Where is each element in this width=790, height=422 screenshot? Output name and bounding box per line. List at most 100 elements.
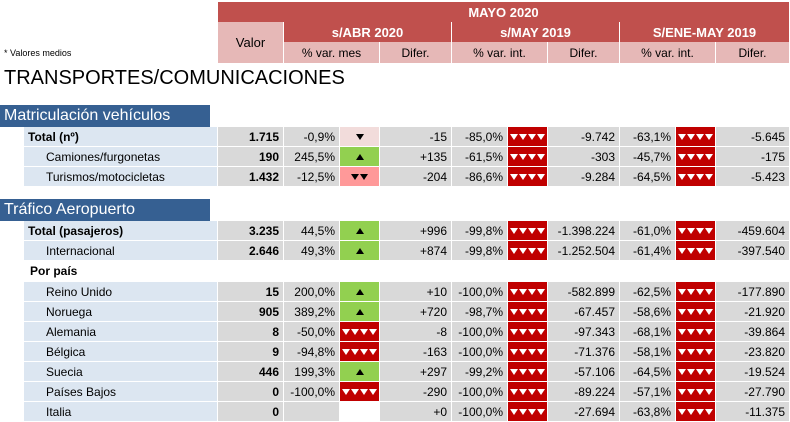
var-int-ene-may-cell: -57,1% [620, 382, 676, 402]
difer-ene-may-cell: -11.375 [716, 402, 790, 422]
difer-may-cell: -57.106 [548, 362, 620, 382]
trend-up-icon [340, 147, 380, 167]
difer-ene-may-cell: -459.604 [716, 221, 790, 241]
table-row: Alemania 8 -50,0% -8 -100,0% -97.343 -68,1% -39… [0, 322, 790, 342]
difer-may-cell: -582.899 [548, 282, 620, 302]
trend-down-strong-icon [508, 382, 548, 402]
difer-mes-cell: +10 [380, 282, 452, 302]
row-spacer [0, 382, 24, 402]
trend-down-slight-icon [340, 127, 380, 147]
var-int-may-cell: -61,5% [452, 147, 508, 167]
table-row: Turismos/motocicletas 1.432 -12,5% -204 -86,… [0, 167, 790, 187]
difer-may-cell: -67.457 [548, 302, 620, 322]
row-spacer [0, 362, 24, 382]
valor-header: Valor [218, 22, 284, 63]
var-mes-cell: -0,9% [284, 127, 340, 147]
var-mes-cell: 199,3% [284, 362, 340, 382]
row-label: Camiones/furgonetas [24, 147, 218, 167]
trend-down-strong-icon [508, 342, 548, 362]
trend-down-strong-icon [676, 382, 716, 402]
var-int-ene-may-cell: -62,5% [620, 282, 676, 302]
trend-down-strong-icon [508, 302, 548, 322]
trend-up-icon [340, 241, 380, 261]
group-header-abr-2020: s/ABR 2020 [284, 22, 452, 42]
var-int-ene-may-cell: -63,1% [620, 127, 676, 147]
difer-mes-cell: -204 [380, 167, 452, 187]
subcol-var-int-1: % var. int. [452, 42, 548, 63]
difer-may-cell: -27.694 [548, 402, 620, 422]
var-mes-cell: -94,8% [284, 342, 340, 362]
row-spacer [0, 127, 24, 147]
trend-down-strong-icon [676, 282, 716, 302]
trend-down-strong-icon [676, 322, 716, 342]
difer-mes-cell: +720 [380, 302, 452, 322]
valor-cell: 1.715 [218, 127, 284, 147]
valor-cell: 0 [218, 402, 284, 422]
trend-down-strong-icon [508, 127, 548, 147]
trend-down-strong-icon [340, 382, 380, 402]
var-mes-cell: 200,0% [284, 282, 340, 302]
var-int-ene-may-cell: -61,0% [620, 221, 676, 241]
trend-down-icon [340, 167, 380, 187]
trend-down-strong-icon [508, 322, 548, 342]
var-int-ene-may-cell: -64,5% [620, 167, 676, 187]
valor-cell: 905 [218, 302, 284, 322]
table-row: Suecia 446 199,3% +297 -99,2% -57.106 -64,5% -1… [0, 362, 790, 382]
valor-cell: 1.432 [218, 167, 284, 187]
var-int-may-cell: -86,6% [452, 167, 508, 187]
var-int-ene-may-cell: -61,4% [620, 241, 676, 261]
table-row: Noruega 905 389,2% +720 -98,7% -67.457 -58,6% -… [0, 302, 790, 322]
trend-up-icon [340, 302, 380, 322]
row-spacer [0, 302, 24, 322]
trend-down-strong-icon [676, 221, 716, 241]
table-row: Internacional 2.646 49,3% +874 -99,8% -1.252.… [0, 241, 790, 261]
row-spacer [0, 221, 24, 241]
table-row: Total (nº) 1.715 -0,9% -15 -85,0% -9.742 -63,1… [0, 127, 790, 147]
trafico-table: Total (pasajeros) 3.235 44,5% +996 -99,8% -1.… [0, 221, 790, 261]
var-int-ene-may-cell: -68,1% [620, 322, 676, 342]
var-int-ene-may-cell: -58,6% [620, 302, 676, 322]
trend-down-strong-icon [340, 342, 380, 362]
difer-mes-cell: -163 [380, 342, 452, 362]
row-label: Total (nº) [24, 127, 218, 147]
trend-down-strong-icon [508, 282, 548, 302]
row-label: Suecia [24, 362, 218, 382]
trend-down-strong-icon [676, 402, 716, 422]
trend-down-strong-icon [676, 362, 716, 382]
var-mes-cell: -50,0% [284, 322, 340, 342]
var-int-ene-may-cell: -58,1% [620, 342, 676, 362]
section-title-matriculacion: Matriculación vehículos [0, 105, 210, 127]
row-label: Países Bajos [24, 382, 218, 402]
subhead-por-pais: Por país [30, 264, 78, 278]
difer-mes-cell: +135 [380, 147, 452, 167]
var-int-may-cell: -100,0% [452, 382, 508, 402]
difer-may-cell: -97.343 [548, 322, 620, 342]
var-int-may-cell: -100,0% [452, 282, 508, 302]
difer-ene-may-cell: -27.790 [716, 382, 790, 402]
trend-down-strong-icon [676, 241, 716, 261]
var-int-ene-may-cell: -45,7% [620, 147, 676, 167]
difer-may-cell: -71.376 [548, 342, 620, 362]
difer-mes-cell: +996 [380, 221, 452, 241]
valor-cell: 9 [218, 342, 284, 362]
row-spacer [0, 167, 24, 187]
difer-mes-cell: +297 [380, 362, 452, 382]
month-header: MAYO 2020 [218, 2, 790, 22]
section-title-trafico-aeropuerto: Tráfico Aeropuerto [0, 199, 210, 221]
var-int-may-cell: -99,8% [452, 241, 508, 261]
table-row: Países Bajos 0 -100,0% -290 -100,0% -89.224 -5… [0, 382, 790, 402]
valor-cell: 190 [218, 147, 284, 167]
page-title: TRANSPORTES/COMUNICACIONES [4, 67, 345, 89]
table-row: Total (pasajeros) 3.235 44,5% +996 -99,8% -1.… [0, 221, 790, 241]
valor-cell: 2.646 [218, 241, 284, 261]
trend-down-strong-icon [508, 241, 548, 261]
trend-down-strong-icon [676, 302, 716, 322]
difer-mes-cell: -290 [380, 382, 452, 402]
valor-cell: 446 [218, 362, 284, 382]
difer-mes-cell: -15 [380, 127, 452, 147]
var-int-may-cell: -98,7% [452, 302, 508, 322]
difer-mes-cell: +0 [380, 402, 452, 422]
table-row: Reino Unido 15 200,0% +10 -100,0% -582.899 -62… [0, 282, 790, 302]
matriculacion-table: Total (nº) 1.715 -0,9% -15 -85,0% -9.742 -63,1… [0, 127, 790, 187]
trend-down-strong-icon [508, 147, 548, 167]
